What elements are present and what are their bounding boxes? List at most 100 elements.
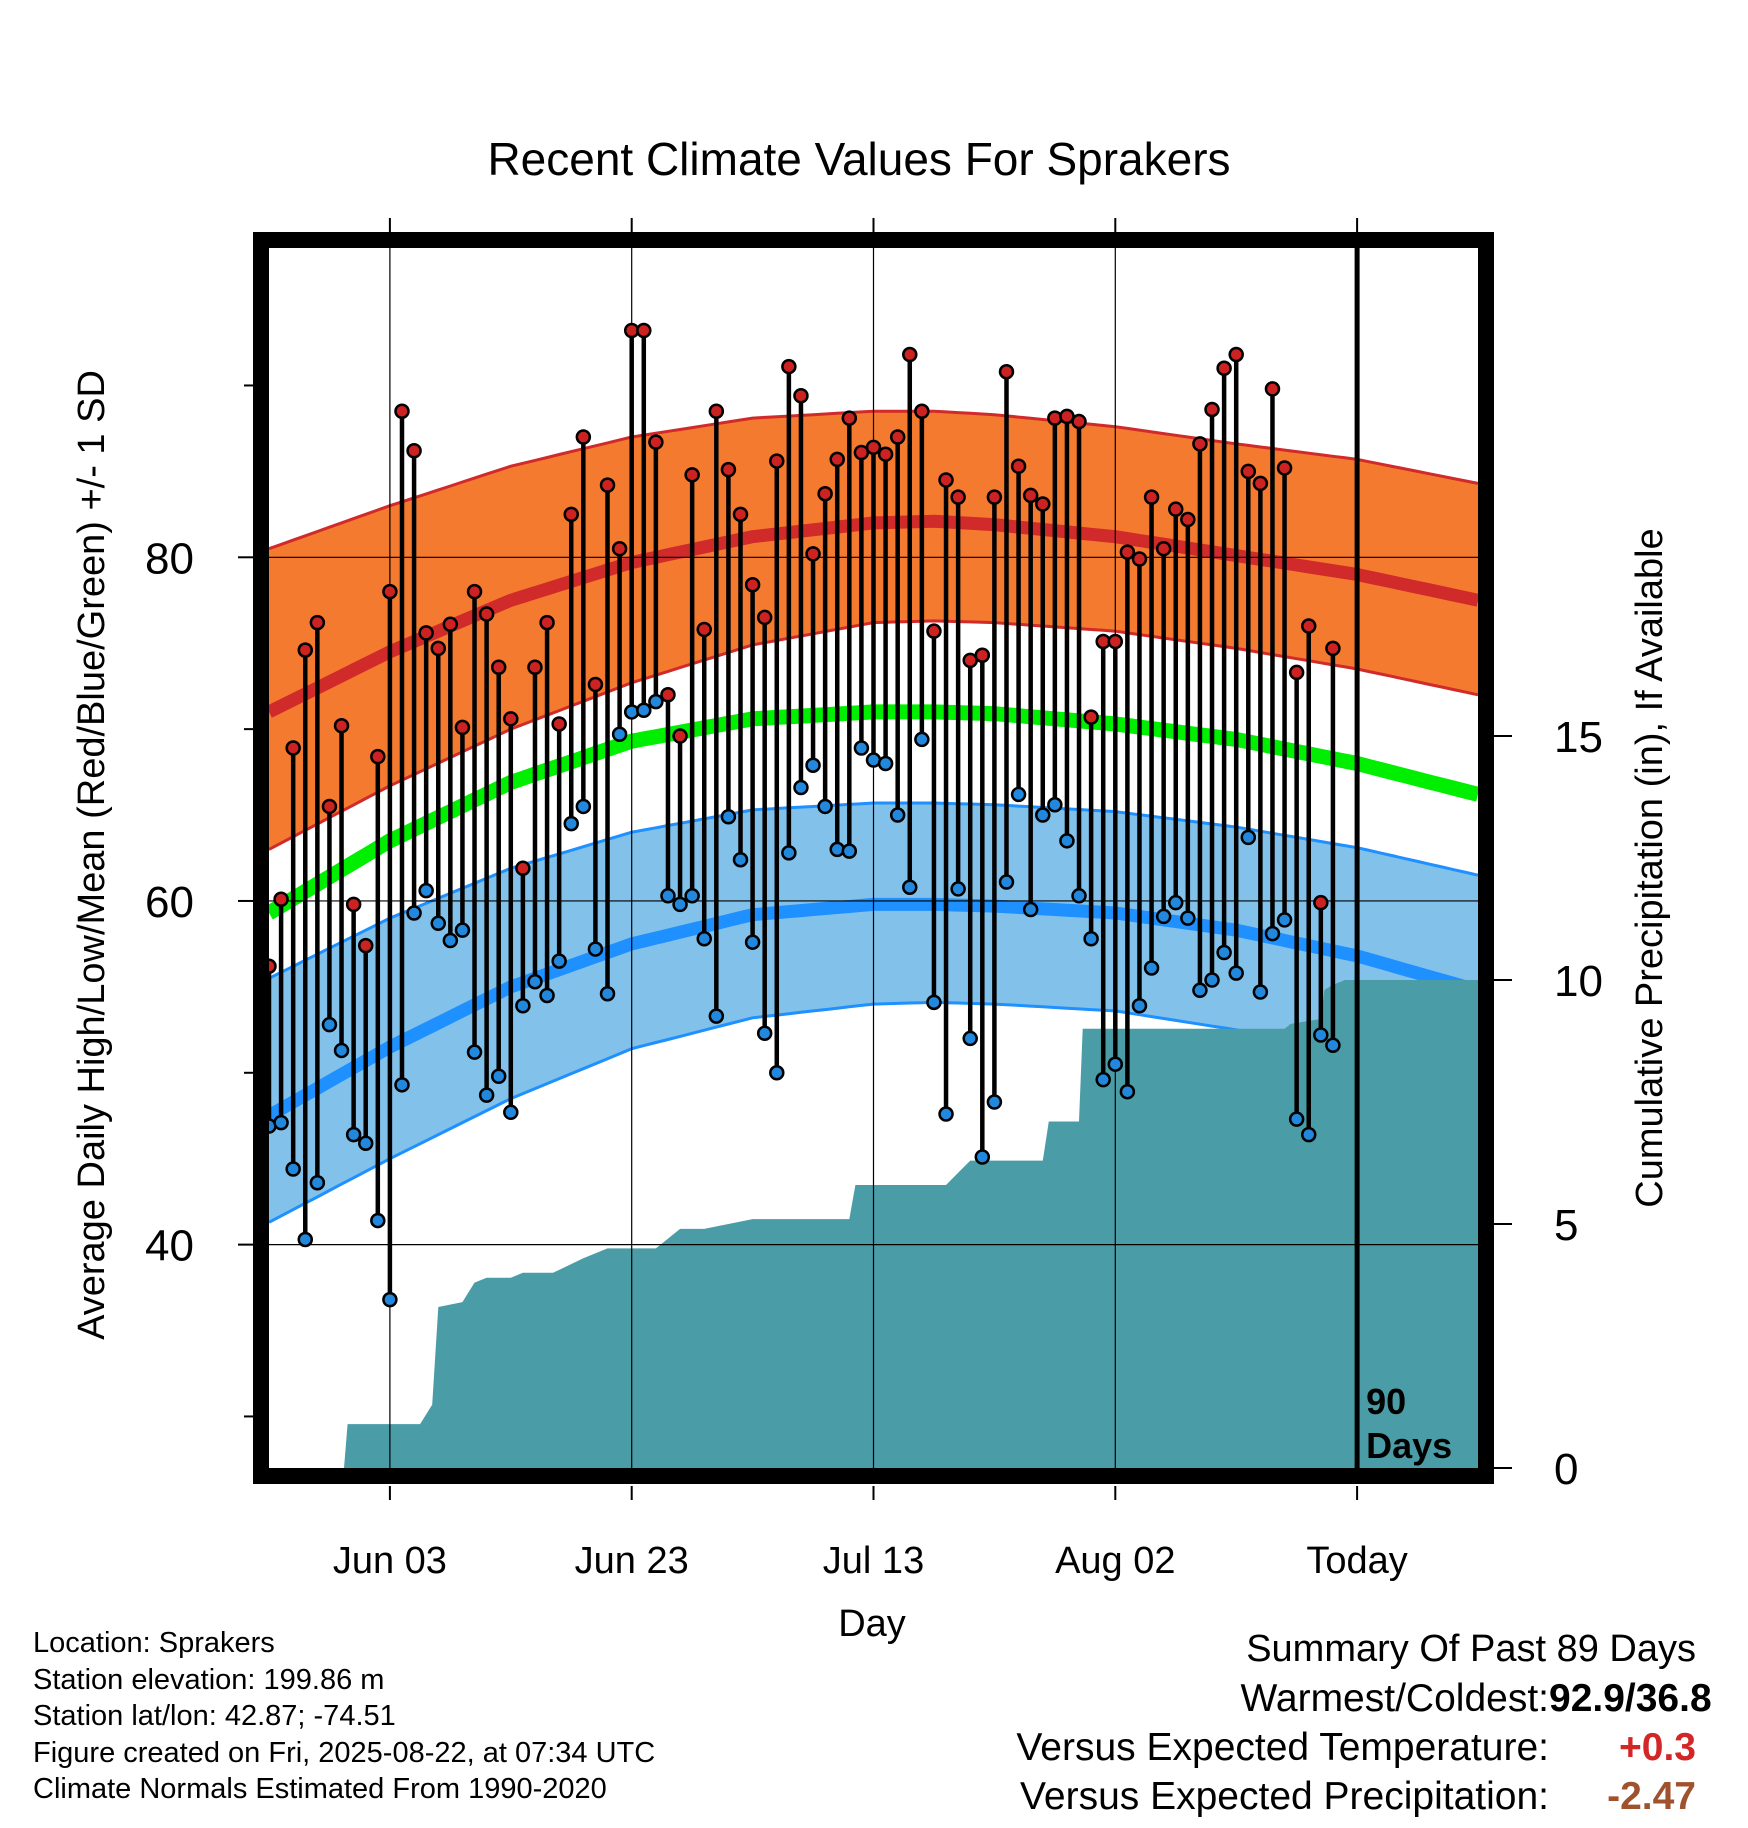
chart-title: Recent Climate Values For Sprakers xyxy=(487,133,1230,185)
daily-high-point xyxy=(998,363,1015,380)
daily-low-point xyxy=(394,1077,410,1093)
daily-low-point xyxy=(793,779,809,796)
axes-layer: 40 60 80 Jun 03 Jun 23 Jul 13 Aug 02 Today 0 5 10 1… xyxy=(145,218,1603,1582)
daily-low-point xyxy=(1083,931,1099,947)
daily-high-point xyxy=(285,740,301,756)
daily-low-point xyxy=(744,934,761,950)
daily-range-layer xyxy=(266,330,1336,1300)
daily-low-point xyxy=(962,1030,978,1047)
daily-high-point xyxy=(442,616,459,633)
daily-low-point xyxy=(1119,1083,1136,1100)
daily-high-point xyxy=(503,711,519,727)
daily-low-point xyxy=(938,1106,954,1122)
daily-high-point xyxy=(382,583,398,600)
daily-high-point xyxy=(370,748,386,765)
plot-frame xyxy=(253,232,1494,1484)
daily-high-point xyxy=(732,506,749,523)
daily-high-point xyxy=(1022,487,1039,504)
daily-low-point xyxy=(1313,1027,1329,1043)
daily-high-point xyxy=(1155,540,1172,557)
daily-low-point xyxy=(708,1008,725,1024)
y2-tick-label: 5 xyxy=(1554,1201,1578,1250)
daily-low-point xyxy=(926,994,942,1011)
daily-low-point xyxy=(1216,944,1232,961)
extremes-row: Warmest/Coldest:92.9/36.8 xyxy=(1016,1674,1712,1723)
daily-high-point xyxy=(817,485,833,502)
x-axis-title: Day xyxy=(838,1603,906,1645)
temp-row: Versus Expected Temperature: +0.3 xyxy=(1016,1723,1696,1772)
daily-high-point xyxy=(1325,640,1341,657)
daily-high-point xyxy=(599,477,616,493)
daily-high-point xyxy=(914,403,930,419)
daily-low-point xyxy=(418,882,434,899)
daily-high-point xyxy=(418,625,434,641)
daily-high-point xyxy=(865,439,882,456)
daily-low-point xyxy=(660,888,676,904)
daily-low-point xyxy=(1035,807,1051,823)
daily-high-point xyxy=(672,728,688,744)
daily-low-point xyxy=(503,1104,519,1121)
daily-high-point xyxy=(333,717,350,734)
daily-low-point xyxy=(648,693,664,710)
station-info: Location: Sprakers Station elevation: 19… xyxy=(33,1625,655,1808)
daily-high-point xyxy=(684,467,700,483)
daily-high-point xyxy=(539,614,555,631)
daily-high-point xyxy=(938,472,954,488)
daily-low-point xyxy=(841,843,858,859)
daily-high-point xyxy=(902,346,918,363)
daily-high-point xyxy=(454,719,471,736)
y-tick-label: 60 xyxy=(145,878,194,927)
daily-high-point xyxy=(1252,475,1269,492)
daily-low-point xyxy=(382,1291,398,1308)
daily-high-point xyxy=(648,434,664,450)
extremes-label: Warmest/Coldest: xyxy=(1240,1677,1549,1720)
temp-value: +0.3 xyxy=(1619,1726,1696,1769)
daily-high-point xyxy=(829,451,845,468)
daily-low-point xyxy=(1300,1126,1317,1143)
daily-low-point xyxy=(950,881,966,897)
daily-high-point xyxy=(1131,551,1148,567)
daily-low-point xyxy=(333,1042,350,1059)
daily-low-point xyxy=(575,798,592,815)
daily-high-point xyxy=(781,358,797,375)
daily-low-point xyxy=(1325,1037,1341,1054)
daily-high-point xyxy=(527,659,543,676)
precip-row: Versus Expected Precipitation: -2.47 xyxy=(1016,1772,1696,1821)
daily-points-layer xyxy=(261,322,1341,1308)
daily-high-point xyxy=(1119,544,1136,560)
daily-low-point xyxy=(599,985,616,1002)
daily-high-point xyxy=(1010,458,1027,474)
daily-high-point xyxy=(950,489,966,505)
precip-value: -2.47 xyxy=(1607,1775,1696,1818)
daily-high-point xyxy=(708,403,725,419)
x-tick-label: Today xyxy=(1306,1540,1407,1582)
daily-high-point xyxy=(478,606,495,622)
daily-low-point xyxy=(1240,829,1257,846)
daily-high-point xyxy=(575,429,592,445)
daily-low-point xyxy=(1022,901,1039,918)
y2-axis-title: Cumulative Precipitation (in), If Availa… xyxy=(1629,528,1671,1207)
daily-low-point xyxy=(309,1175,326,1191)
daily-low-point xyxy=(539,987,555,1004)
daily-high-point xyxy=(805,546,821,562)
daily-low-point xyxy=(914,731,930,748)
daily-high-point xyxy=(1216,360,1232,377)
daily-high-point xyxy=(515,860,531,877)
x-tick-label: Jun 03 xyxy=(333,1540,447,1582)
daily-low-point xyxy=(285,1161,301,1177)
daily-high-point xyxy=(1313,894,1329,911)
normals-text: Climate Normals Estimated From 1990-2020 xyxy=(33,1773,607,1805)
y2-tick-label: 10 xyxy=(1554,957,1603,1006)
x-tick-label: Aug 02 xyxy=(1055,1540,1175,1582)
daily-high-point xyxy=(394,403,410,419)
daily-high-point xyxy=(1107,633,1124,650)
today-days-label: 90 Days xyxy=(1366,1381,1452,1466)
daily-low-point xyxy=(430,915,447,932)
daily-low-point xyxy=(466,1044,483,1060)
daily-low-point xyxy=(1010,786,1027,803)
daily-high-point xyxy=(551,716,567,732)
daily-low-point xyxy=(563,815,579,832)
daily-high-point xyxy=(660,687,676,703)
daily-low-point xyxy=(321,1016,338,1033)
daily-low-point xyxy=(817,798,833,815)
